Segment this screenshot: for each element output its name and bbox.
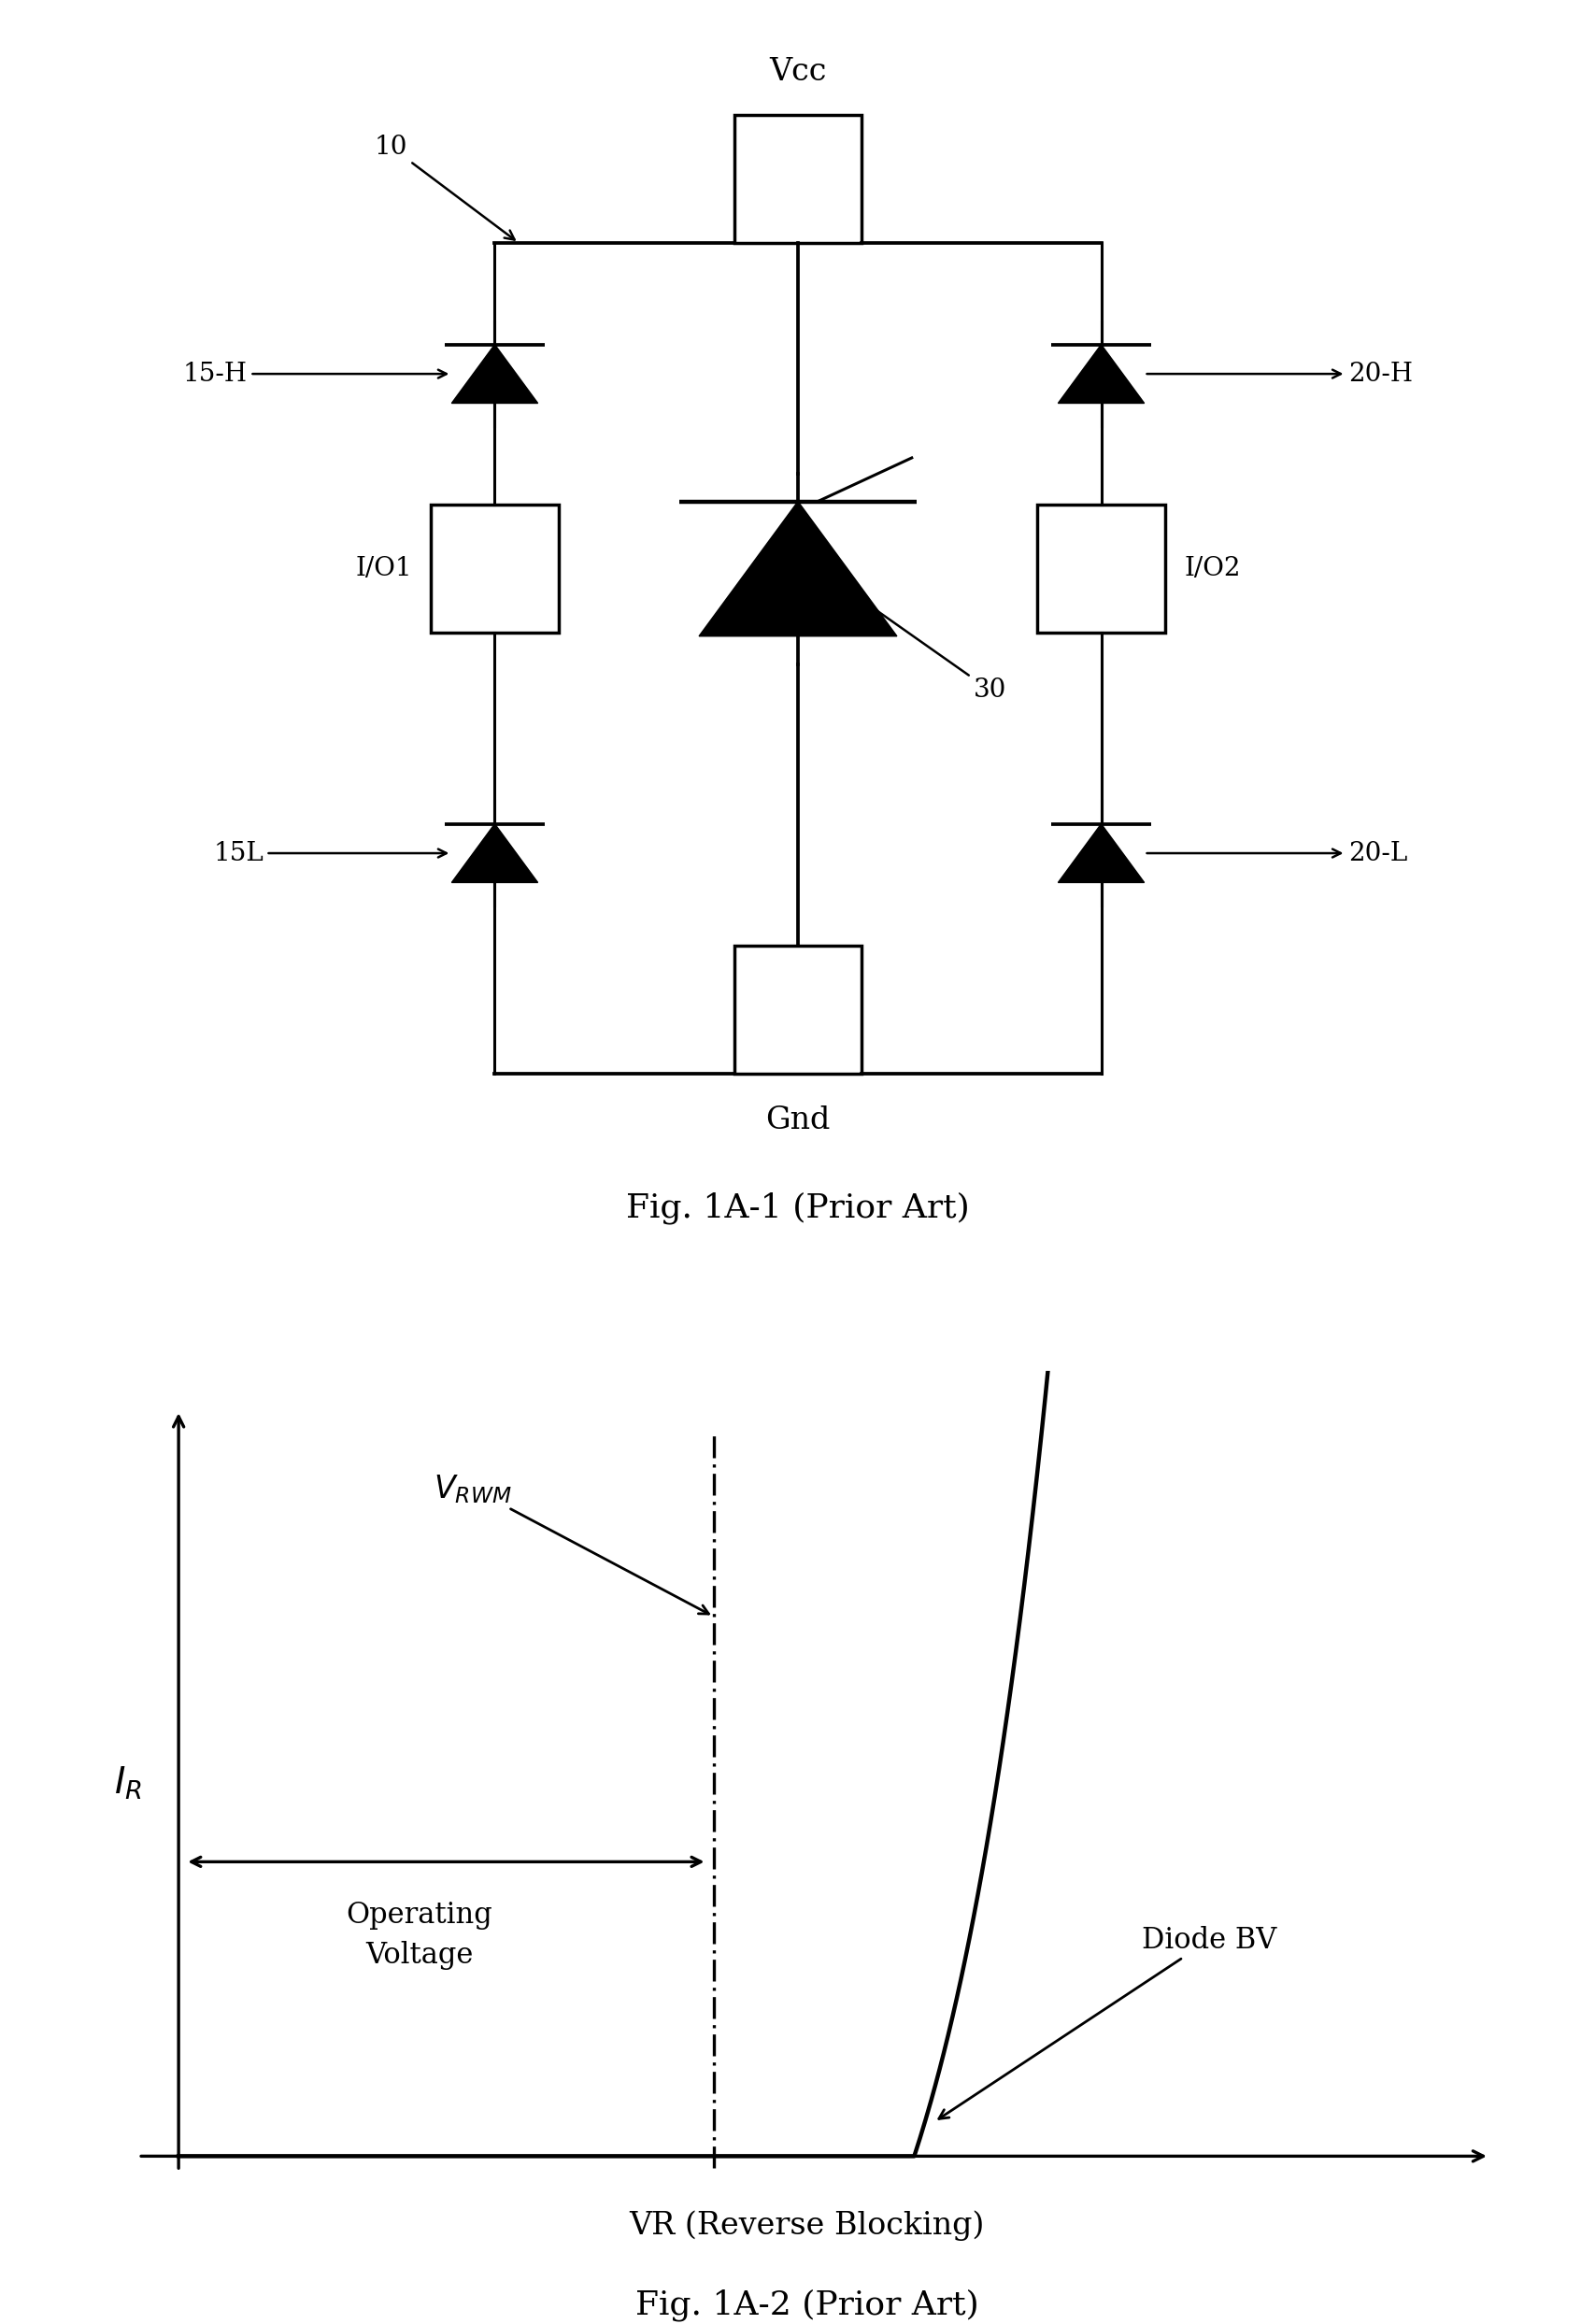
Text: Gnd: Gnd [766, 1106, 829, 1136]
Text: Operating
Voltage: Operating Voltage [346, 1901, 493, 1971]
Text: 30: 30 [858, 597, 1006, 702]
Polygon shape [1057, 344, 1144, 402]
Text: $I_R$: $I_R$ [113, 1764, 142, 1801]
Text: Fig. 1A-1 (Prior Art): Fig. 1A-1 (Prior Art) [625, 1192, 970, 1225]
Bar [1037, 504, 1164, 632]
Text: 20-L: 20-L [1147, 841, 1407, 867]
Bar [431, 504, 558, 632]
Text: 15-H: 15-H [183, 360, 447, 386]
Bar [734, 946, 861, 1074]
Polygon shape [451, 344, 538, 402]
Text: Diode BV: Diode BV [938, 1927, 1276, 2119]
Polygon shape [451, 825, 538, 883]
Polygon shape [1057, 825, 1144, 883]
Text: 15L: 15L [214, 841, 447, 867]
Text: VR (Reverse Blocking): VR (Reverse Blocking) [628, 2210, 984, 2240]
Text: 20-H: 20-H [1147, 360, 1412, 386]
Polygon shape [699, 502, 896, 637]
Bar [734, 114, 861, 242]
Text: $V_{RWM}$: $V_{RWM}$ [434, 1473, 708, 1613]
Text: I/O2: I/O2 [1183, 555, 1239, 581]
Text: I/O1: I/O1 [356, 555, 412, 581]
Text: Fig. 1A-2 (Prior Art): Fig. 1A-2 (Prior Art) [635, 2289, 978, 2322]
Text: Vcc: Vcc [769, 58, 826, 86]
Text: 10: 10 [375, 135, 514, 239]
